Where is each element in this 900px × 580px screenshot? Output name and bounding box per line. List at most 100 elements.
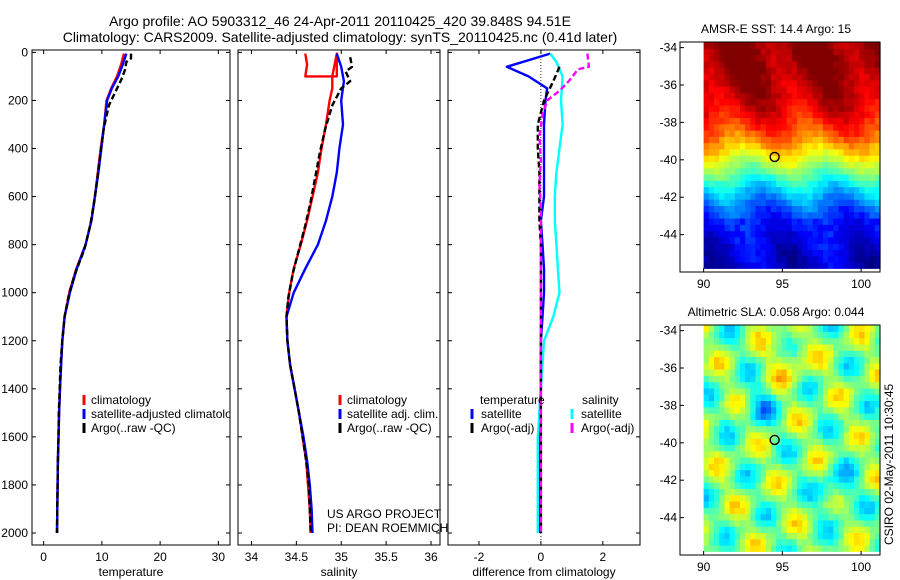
- sst-cell: [771, 86, 777, 93]
- sst-cell: [828, 167, 834, 175]
- sst-cell: [869, 92, 876, 100]
- salinity-xtick-label: 34.5: [285, 550, 309, 564]
- sla-cell: [848, 519, 855, 527]
- sla-cell: [833, 526, 840, 534]
- sst-cell: [843, 136, 850, 144]
- sst-cell: [817, 86, 824, 93]
- sst-cell: [750, 142, 757, 150]
- sla-cell: [817, 544, 824, 552]
- sst-cell: [874, 199, 881, 207]
- sst-cell: [812, 249, 819, 257]
- sst-cell: [833, 224, 840, 232]
- sla-cell: [745, 444, 751, 452]
- sla-cell: [864, 325, 871, 332]
- sst-cell: [750, 111, 757, 119]
- sst-cell: [797, 167, 803, 175]
- sst-cell: [791, 123, 798, 131]
- sla-cell: [833, 419, 840, 427]
- sla-cell: [750, 526, 757, 534]
- sst-cell: [874, 54, 881, 62]
- sla-cell: [786, 350, 793, 358]
- sla-cell: [771, 519, 777, 527]
- sst-cell: [750, 104, 757, 112]
- sst-cell: [760, 230, 767, 238]
- sst-xtick-label: 90: [697, 277, 711, 291]
- sst-cell: [859, 142, 866, 150]
- sst-cell: [786, 129, 793, 137]
- sst-cell: [817, 67, 824, 75]
- sla-cell: [755, 343, 762, 351]
- sla-cell: [854, 331, 860, 339]
- sst-cell: [791, 73, 798, 81]
- sst-cell: [781, 186, 788, 194]
- sst-cell: [745, 205, 751, 213]
- sst-cell: [843, 186, 850, 194]
- sla-cell: [791, 532, 798, 540]
- sst-cell: [833, 205, 840, 213]
- sla-cell: [791, 362, 798, 370]
- sla-cell: [776, 343, 783, 351]
- sst-cell: [734, 48, 741, 56]
- sst-cell: [750, 98, 757, 106]
- sla-cell: [724, 482, 731, 490]
- sla-cell: [828, 438, 834, 446]
- sst-cell: [874, 117, 881, 125]
- sla-cell: [833, 438, 840, 446]
- sst-cell: [854, 230, 860, 238]
- sst-cell: [750, 60, 757, 68]
- sla-cell: [848, 482, 855, 490]
- sla-cell: [838, 337, 845, 345]
- sst-cell: [724, 155, 731, 163]
- sst-cell: [739, 60, 746, 68]
- sla-cell: [791, 519, 798, 527]
- sla-cell: [791, 369, 798, 376]
- sst-cell: [703, 180, 710, 188]
- sst-cell: [771, 123, 777, 131]
- sst-cell: [719, 243, 725, 251]
- sla-cell: [802, 463, 808, 471]
- sla-cell: [869, 394, 876, 402]
- sst-cell: [724, 148, 731, 156]
- sst-cell: [833, 111, 840, 119]
- sla-cell: [869, 463, 876, 471]
- sst-cell: [833, 79, 840, 87]
- sla-cell: [724, 513, 731, 521]
- sst-cell: [833, 60, 840, 68]
- sla-cell: [755, 463, 762, 471]
- sst-cell: [869, 123, 876, 131]
- sla-cell: [745, 343, 751, 351]
- sst-cell: [807, 73, 814, 81]
- sla-cell: [797, 438, 803, 446]
- sst-cell: [745, 255, 751, 263]
- sst-cell: [734, 186, 741, 194]
- sla-cell: [812, 350, 819, 358]
- sla-cell: [859, 444, 866, 452]
- sla-cell: [714, 350, 720, 358]
- sla-cell: [739, 331, 746, 339]
- sla-cell: [786, 375, 793, 383]
- sla-cell: [854, 463, 860, 471]
- sst-cell: [703, 60, 710, 68]
- sst-cell: [765, 230, 772, 238]
- sla-cell: [838, 400, 845, 408]
- sla-cell: [719, 444, 725, 452]
- sst-cell: [874, 48, 881, 56]
- sst-cell: [724, 211, 731, 219]
- sla-cell: [807, 519, 814, 527]
- sla-cell: [765, 450, 772, 458]
- sst-cell: [729, 180, 736, 188]
- sla-cell: [745, 369, 751, 376]
- sst-cell: [760, 199, 767, 207]
- sst-cell: [859, 180, 866, 188]
- sst-cell: [734, 79, 741, 87]
- sst-cell: [734, 129, 741, 137]
- sst-cell: [822, 98, 829, 106]
- sla-cell: [874, 507, 881, 515]
- sla-cell: [755, 519, 762, 527]
- sst-cell: [771, 142, 777, 150]
- sst-cell: [848, 249, 855, 257]
- sla-cell: [724, 463, 731, 471]
- sla-cell: [874, 526, 881, 534]
- sla-cell: [817, 425, 824, 433]
